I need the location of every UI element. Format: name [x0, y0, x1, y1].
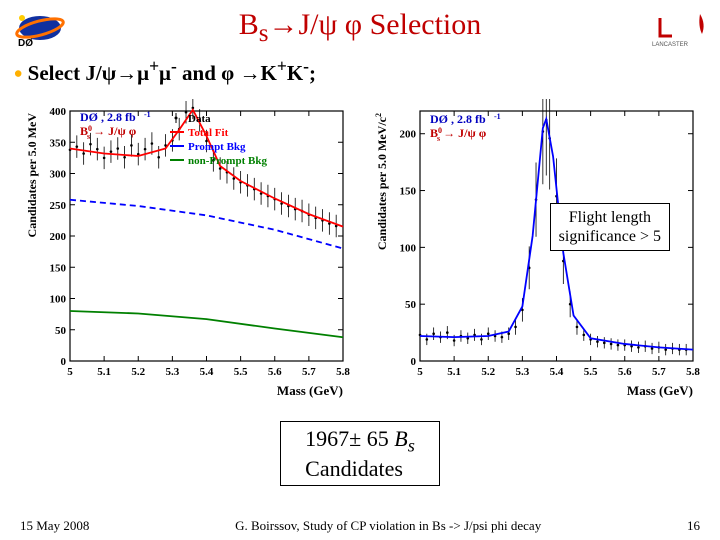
svg-text:400: 400: [49, 106, 66, 118]
svg-text:5.5: 5.5: [583, 366, 597, 378]
svg-text:B0s → J/ψ φ: B0s → J/ψ φ: [430, 126, 487, 143]
svg-text:100: 100: [399, 242, 416, 254]
svg-text:Total Fit: Total Fit: [188, 127, 229, 139]
svg-text:5.6: 5.6: [267, 366, 281, 378]
candidates-box: 1967± 65 Bs Candidates: [280, 421, 440, 487]
footer-page-number: 16: [687, 518, 700, 534]
svg-text:DØ , 2.8 fb: DØ , 2.8 fb: [80, 110, 136, 124]
svg-text:250: 250: [49, 199, 66, 211]
slide-title: Bs→J/ψ φ Selection: [70, 8, 650, 48]
svg-text:LANCASTER: LANCASTER: [652, 42, 689, 48]
svg-text:-1: -1: [494, 112, 501, 121]
svg-text:5.5: 5.5: [233, 366, 247, 378]
svg-text:5.8: 5.8: [686, 366, 700, 378]
footer-author-title: G. Boirssov, Study of CP violation in Bs…: [89, 518, 687, 534]
svg-text:Mass (GeV): Mass (GeV): [626, 383, 692, 398]
svg-text:150: 150: [399, 185, 416, 197]
svg-text:5.8: 5.8: [336, 366, 350, 378]
svg-text:50: 50: [55, 324, 67, 336]
svg-text:200: 200: [49, 231, 66, 243]
svg-text:5.2: 5.2: [481, 366, 495, 378]
svg-text:5.7: 5.7: [652, 366, 666, 378]
svg-text:B0s → J/ψ φ: B0s → J/ψ φ: [80, 124, 137, 141]
mass-plot-all: 5 5.1 5.2 5.3 5.4 5.5 5.6 5.7 5.8 0 50 100 150 200 250…: [18, 99, 353, 399]
svg-text:5.3: 5.3: [165, 366, 179, 378]
svg-text:Data: Data: [188, 113, 211, 125]
svg-text:DØ , 2.8 fb: DØ , 2.8 fb: [430, 112, 486, 126]
svg-text:Mass (GeV): Mass (GeV): [276, 383, 342, 398]
svg-text:150: 150: [49, 262, 66, 274]
svg-text:300: 300: [49, 168, 66, 180]
svg-text:5.1: 5.1: [447, 366, 461, 378]
svg-text:Prompt Bkg: Prompt Bkg: [188, 141, 246, 153]
svg-text:5: 5: [67, 366, 73, 378]
svg-text:5: 5: [417, 366, 423, 378]
selection-bullet: • Select J/ψ→μ+μ- and φ →K+K-;: [0, 52, 720, 93]
svg-text:5.2: 5.2: [131, 366, 145, 378]
svg-text:-1: -1: [144, 110, 151, 119]
svg-text:0: 0: [60, 356, 66, 368]
plots-row: 55.15.25.35.45.55.65.75.8050100150200250…: [0, 93, 720, 413]
svg-text:DØ: DØ: [18, 38, 33, 48]
flight-length-callout: Flight length significance > 5: [550, 203, 670, 251]
svg-text:100: 100: [49, 293, 66, 305]
svg-text:non-Prompt Bkg: non-Prompt Bkg: [188, 155, 267, 167]
svg-text:5.3: 5.3: [515, 366, 529, 378]
svg-text:Candidates per 5.0 MeV: Candidates per 5.0 MeV: [25, 112, 39, 237]
svg-text:5.4: 5.4: [549, 366, 563, 378]
svg-text:0: 0: [410, 356, 416, 368]
svg-text:5.7: 5.7: [302, 366, 316, 378]
lancaster-logo: LANCASTER: [650, 8, 710, 48]
svg-text:5.1: 5.1: [97, 366, 111, 378]
svg-text:350: 350: [49, 137, 66, 149]
slide-footer: 15 May 2008 G. Boirssov, Study of CP vio…: [0, 518, 720, 534]
svg-text:50: 50: [405, 299, 417, 311]
svg-text:Candidates per 5.0 MeV/c2: Candidates per 5.0 MeV/c2: [374, 113, 389, 250]
slide-header: DØ Bs→J/ψ φ Selection LANCASTER: [0, 0, 720, 52]
svg-text:5.4: 5.4: [199, 366, 213, 378]
d0-logo: DØ: [10, 8, 70, 48]
bullet-icon: •: [14, 62, 22, 88]
footer-date: 15 May 2008: [20, 518, 89, 534]
svg-text:5.6: 5.6: [617, 366, 631, 378]
svg-text:200: 200: [399, 128, 416, 140]
